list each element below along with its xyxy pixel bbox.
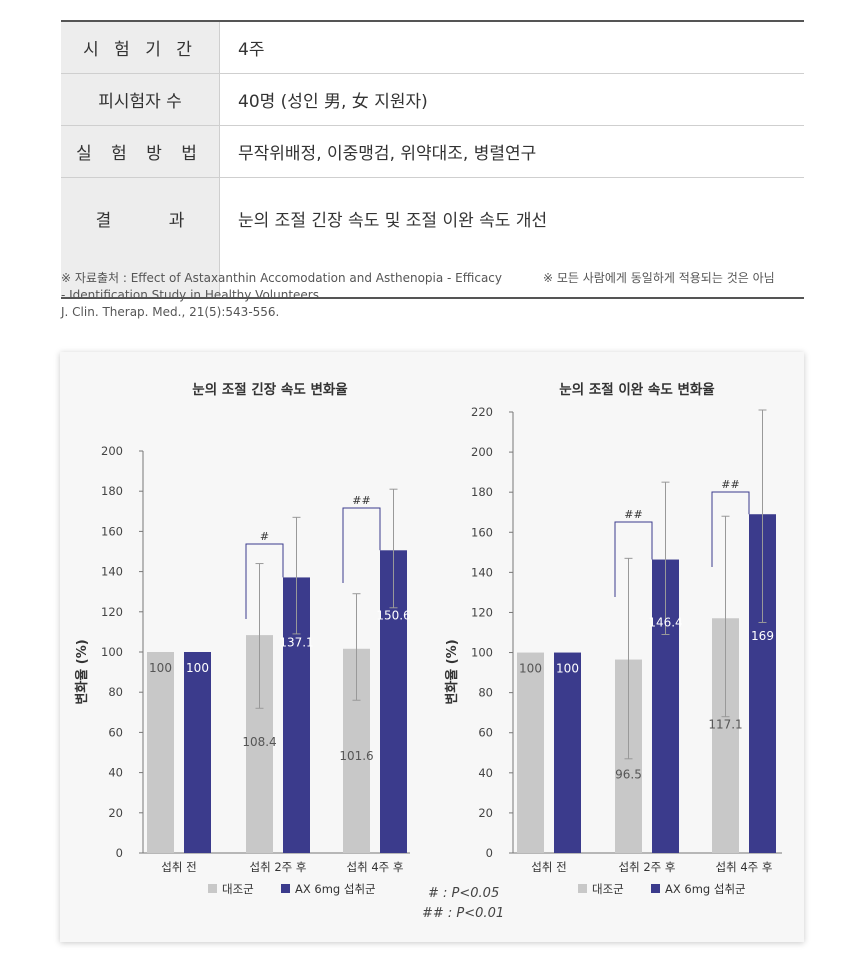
chart1-value-label-control-1: 100 (149, 661, 172, 675)
chart2-significance-bracket-3 (711, 491, 750, 567)
chart1-significance-bracket-2 (245, 543, 284, 619)
chart1-significance-mark-2: # (260, 530, 269, 543)
chart2-ytick-label: 120 (471, 605, 493, 619)
chart2-bar-ax-1 (554, 652, 581, 853)
chart1-category-label-1: 섭취 전 (161, 860, 196, 874)
chart1-value-label-control-3: 101.6 (339, 749, 373, 763)
charts-panel: 눈의 조절 긴장 속도 변화율 0 20 40 60 80 100 120 140 160 180 2… (60, 352, 804, 942)
chart1-ytick-label: 40 (108, 766, 123, 780)
info-label-period: 시 험 기 간 (61, 21, 220, 74)
chart2-ytick-label: 20 (478, 806, 493, 820)
chart1-value-label-ax-1: 100 (186, 661, 209, 675)
chart2-value-label-ax-1: 100 (556, 662, 579, 676)
chart2-value-label-control-3: 117.1 (708, 717, 742, 731)
chart2-value-label-control-1: 100 (519, 662, 542, 676)
info-value-period: 4주 (219, 21, 804, 74)
chart2-ytick-label: 60 (478, 726, 493, 740)
chart1-ytick-label: 0 (116, 846, 123, 860)
chart1-value-label-ax-3: 150.6 (376, 608, 410, 622)
chart2-significance-mark-3: ## (721, 478, 739, 491)
study-info-table: 시 험 기 간 4주 피시험자 수 40명 (성인 男, 女 지원자) 실 험 … (61, 20, 804, 299)
chart1-value-label-control-2: 108.4 (242, 735, 276, 749)
info-label-method: 실 험 방 법 (61, 125, 220, 178)
chart1-ytick-label: 200 (101, 444, 123, 458)
chart1-value-label-ax-2: 137.1 (279, 635, 313, 649)
info-row-subjects: 피시험자 수 40명 (성인 男, 女 지원자) (61, 73, 804, 126)
chart1-legend-label-ax: AX 6mg 섭취군 (295, 882, 376, 896)
chart2-ytick-label: 220 (471, 405, 493, 419)
chart1-category-label-2: 섭취 2주 후 (250, 860, 307, 874)
source-line-3: J. Clin. Therap. Med., 21(5):543-556. (61, 305, 280, 319)
chart2-legend-swatch-ax (651, 884, 660, 893)
chart1-legend-swatch-control (208, 884, 217, 893)
chart2-legend-swatch-control (578, 884, 587, 893)
chart1-bar-control-1 (147, 652, 174, 853)
info-label-result: 결 과 (61, 177, 220, 298)
chart2-category-label-1: 섭취 전 (531, 860, 566, 874)
chart2-category-label-3: 섭취 4주 후 (716, 860, 773, 874)
chart1-significance-bracket-3 (342, 507, 381, 583)
chart1-significance-mark-3: ## (352, 494, 370, 507)
info-row-method: 실 험 방 법 무작위배정, 이중맹검, 위약대조, 병렬연구 (61, 125, 804, 178)
chart2-ytick-label: 140 (471, 565, 493, 579)
chart1-title: 눈의 조절 긴장 속도 변화율 (192, 381, 347, 398)
chart1-bar-ax-1 (184, 652, 211, 853)
info-row-result: 결 과 눈의 조절 긴장 속도 및 조절 이완 속도 개선 (61, 177, 804, 298)
chart1-ylabel: 변화율 (%) (74, 639, 90, 704)
chart2-ytick-label: 200 (471, 445, 493, 459)
chart2-ytick-label: 100 (471, 646, 493, 660)
source-line-1: ※ 자료출처 : Effect of Astaxanthin Accomodat… (61, 271, 503, 285)
info-row-period: 시 험 기 간 4주 (61, 21, 804, 74)
chart2-ylabel: 변화율 (%) (444, 639, 460, 704)
chart2-legend-label-control: 대조군 (592, 882, 624, 896)
charts-svg: 눈의 조절 긴장 속도 변화율 0 20 40 60 80 100 120 140 160 180 2… (74, 381, 782, 896)
chart2-value-label-ax-3: 169 (751, 629, 774, 643)
chart1-ytick-label: 60 (108, 725, 123, 739)
info-value-subjects: 40명 (성인 男, 女 지원자) (219, 73, 804, 126)
info-value-method: 무작위배정, 이중맹검, 위약대조, 병렬연구 (219, 125, 804, 178)
chart2-value-label-ax-2: 146.4 (648, 616, 682, 630)
significance-note-p05: # : P<0.05 (428, 886, 500, 901)
chart1-ytick-label: 20 (108, 806, 123, 820)
chart1-legend-label-control: 대조군 (222, 882, 254, 896)
chart2-significance-mark-2: ## (624, 508, 642, 521)
chart1-ytick-label: 100 (101, 645, 123, 659)
chart2-bar-control-1 (517, 652, 544, 853)
source-line-2: - Identification Study in Healthy Volunt… (61, 288, 323, 302)
chart2-ytick-label: 80 (478, 686, 493, 700)
chart2-title: 눈의 조절 이완 속도 변화율 (559, 381, 714, 398)
chart2-ytick-label: 0 (486, 846, 493, 860)
chart1-ytick-label: 140 (101, 565, 123, 579)
chart2-category-label-2: 섭취 2주 후 (619, 860, 676, 874)
chart1-ytick-label: 160 (101, 524, 123, 538)
chart2-ytick-label: 40 (478, 766, 493, 780)
chart2-value-label-control-2: 96.5 (615, 768, 642, 782)
source-footnote: ※ 자료출처 : Effect of Astaxanthin Accomodat… (61, 270, 531, 321)
chart1-category-label-3: 섭취 4주 후 (347, 860, 404, 874)
chart1-ytick-label: 120 (101, 605, 123, 619)
disclaimer-footnote: ※ 모든 사람에게 동일하게 적용되는 것은 아님 (543, 271, 775, 285)
chart1-legend-swatch-ax (281, 884, 290, 893)
chart2-legend-label-ax: AX 6mg 섭취군 (665, 882, 746, 896)
info-value-result: 눈의 조절 긴장 속도 및 조절 이완 속도 개선 (238, 211, 548, 231)
chart2-ytick-label: 180 (471, 485, 493, 499)
chart1-ytick-label: 180 (101, 484, 123, 498)
significance-note-p01: ## : P<0.01 (422, 906, 505, 921)
chart1-ytick-label: 80 (108, 685, 123, 699)
chart2-significance-bracket-2 (614, 521, 653, 597)
info-label-subjects: 피시험자 수 (61, 73, 220, 126)
chart2-ytick-label: 160 (471, 525, 493, 539)
